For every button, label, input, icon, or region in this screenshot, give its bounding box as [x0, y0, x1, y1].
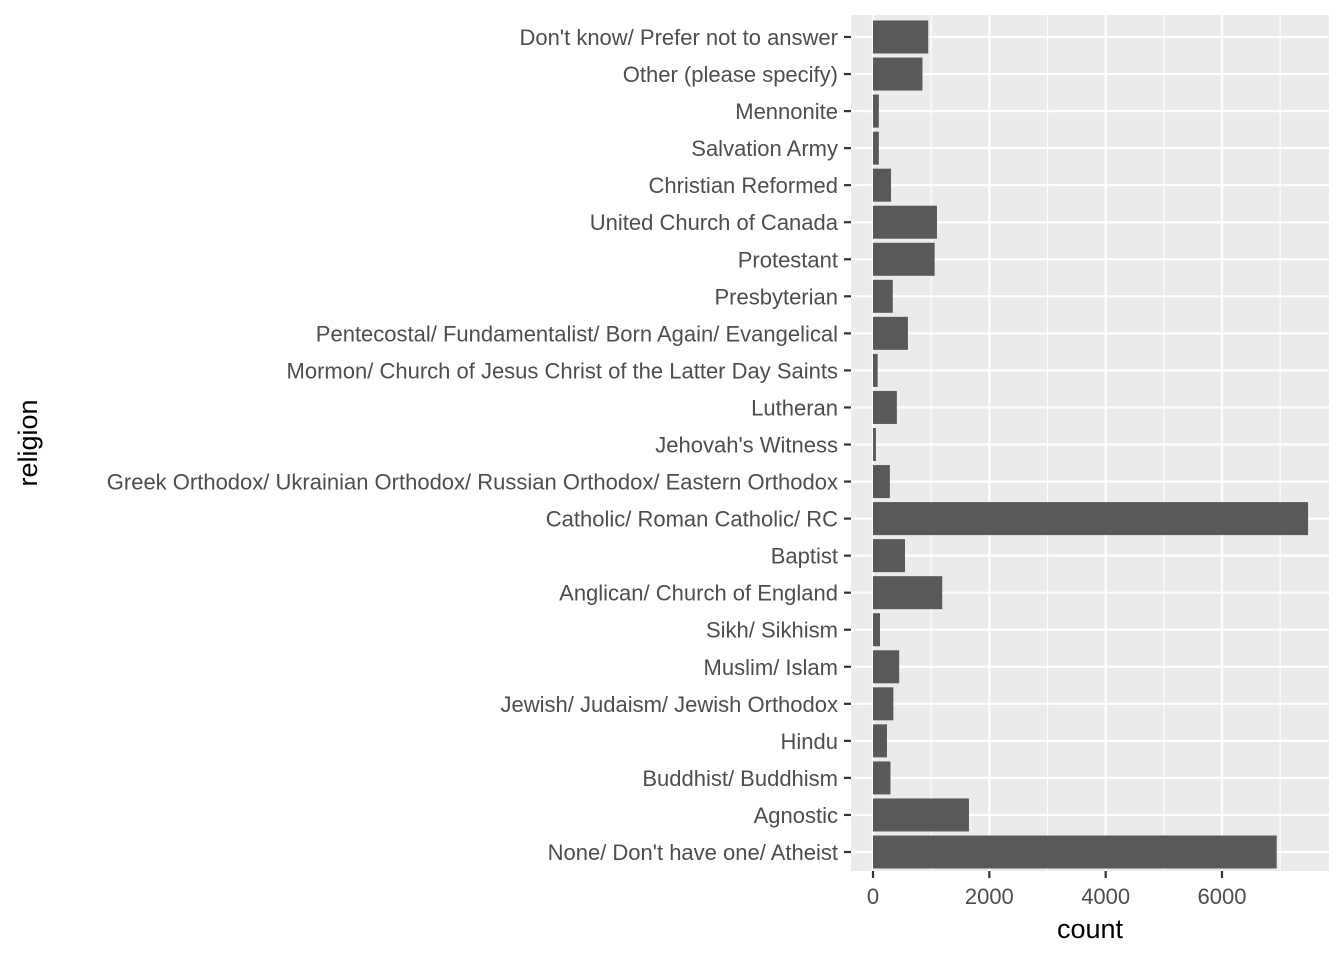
x-axis-ticks: 0 2000 4000 6000 — [867, 871, 1247, 909]
bar — [873, 20, 929, 54]
bar — [873, 650, 900, 684]
bar — [873, 798, 969, 832]
x-tick-label: 4000 — [1081, 884, 1130, 909]
y-tick-label: Protestant — [738, 247, 838, 272]
y-tick-label: Sikh/ Sikhism — [706, 618, 838, 643]
bar — [873, 94, 879, 128]
y-tick-label: Anglican/ Church of England — [559, 581, 838, 606]
y-tick-label: Muslim/ Islam — [704, 655, 838, 680]
bar — [873, 687, 894, 721]
bar — [873, 539, 905, 573]
bar — [873, 761, 891, 795]
x-axis-title: count — [1057, 914, 1124, 944]
y-tick-label: Mennonite — [735, 99, 838, 124]
y-tick-label: Agnostic — [754, 803, 838, 828]
y-tick-label: United Church of Canada — [590, 210, 839, 235]
grid-lines — [851, 15, 1329, 871]
bar — [873, 613, 880, 647]
bar — [873, 724, 887, 758]
bar — [873, 576, 943, 610]
y-tick-label: Greek Orthodox/ Ukrainian Orthodox/ Russ… — [107, 470, 838, 495]
y-tick-label: Christian Reformed — [648, 173, 838, 198]
y-tick-label: Salvation Army — [691, 136, 838, 161]
y-tick-label: Presbyterian — [714, 284, 838, 309]
y-tick-label: Jehovah's Witness — [655, 433, 838, 458]
y-tick-label: Buddhist/ Buddhism — [642, 766, 838, 791]
plot-panel — [851, 15, 1329, 871]
y-tick-label: Lutheran — [751, 395, 838, 420]
x-tick-label: 0 — [867, 884, 879, 909]
bar — [873, 390, 897, 424]
y-axis-title: religion — [13, 399, 43, 486]
x-tick-label: 2000 — [965, 884, 1014, 909]
bar — [873, 242, 935, 276]
bar — [873, 57, 923, 91]
bar — [873, 316, 908, 350]
bar — [873, 205, 937, 239]
bar — [873, 279, 893, 313]
bar — [873, 131, 879, 165]
bar — [873, 168, 892, 202]
bar — [873, 835, 1277, 869]
y-tick-label: Catholic/ Roman Catholic/ RC — [546, 507, 838, 532]
bar — [873, 502, 1309, 536]
y-tick-label: Jewish/ Judaism/ Jewish Orthodox — [501, 692, 838, 717]
bar — [873, 353, 878, 387]
y-axis-ticks: Don't know/ Prefer not to answer Other (p… — [107, 25, 851, 865]
bar — [873, 465, 890, 499]
y-tick-label: Other (please specify) — [623, 62, 838, 87]
y-tick-label: None/ Don't have one/ Atheist — [548, 840, 838, 865]
y-tick-label: Baptist — [771, 544, 838, 569]
y-tick-label: Hindu — [781, 729, 838, 754]
bar — [873, 428, 876, 461]
y-tick-label: Pentecostal/ Fundamentalist/ Born Again/… — [316, 321, 838, 346]
y-tick-label: Don't know/ Prefer not to answer — [520, 25, 838, 50]
y-tick-label: Mormon/ Church of Jesus Christ of the La… — [287, 358, 838, 383]
bars — [873, 20, 1309, 869]
x-tick-label: 6000 — [1198, 884, 1247, 909]
